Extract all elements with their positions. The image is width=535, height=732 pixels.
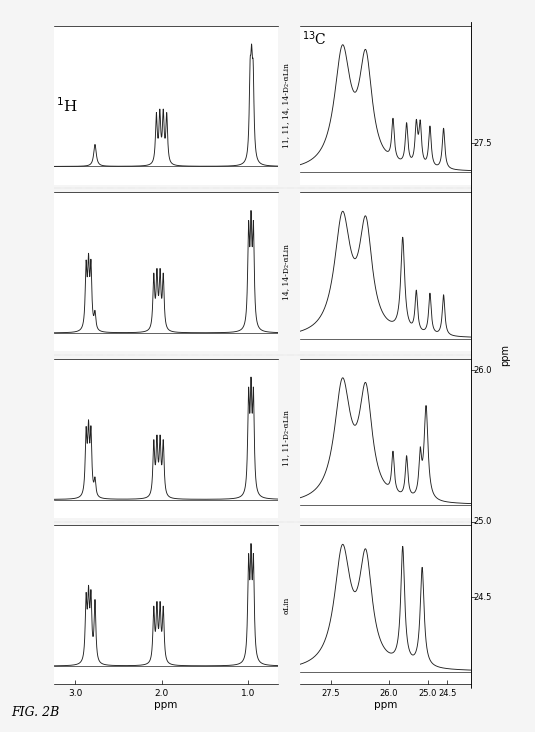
Text: ppm: ppm — [501, 344, 510, 366]
Text: 25.0: 25.0 — [473, 517, 492, 526]
Text: $^{1}$H: $^{1}$H — [56, 96, 78, 115]
Text: $^{13}$C: $^{13}$C — [302, 29, 327, 48]
X-axis label: ppm: ppm — [154, 700, 178, 709]
Text: 11, 11-D₂-αLin: 11, 11-D₂-αLin — [282, 410, 290, 466]
Text: 14, 14-D₂-αLin: 14, 14-D₂-αLin — [282, 244, 290, 300]
Text: 24.5: 24.5 — [473, 593, 492, 602]
Text: 26.0: 26.0 — [473, 366, 492, 375]
Text: 27.5: 27.5 — [473, 138, 492, 148]
Text: 11, 11, 14, 14-D₂-αLin: 11, 11, 14, 14-D₂-αLin — [282, 63, 290, 148]
X-axis label: ppm: ppm — [373, 700, 397, 709]
Text: FIG. 2B: FIG. 2B — [11, 706, 59, 719]
Text: αLin: αLin — [282, 596, 290, 613]
